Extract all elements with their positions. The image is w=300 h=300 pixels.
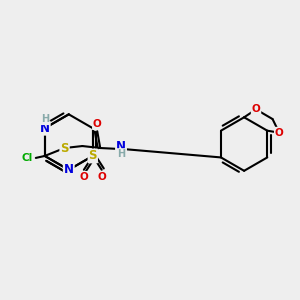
Text: O: O <box>275 128 284 138</box>
Text: Cl: Cl <box>21 153 32 163</box>
Text: H: H <box>41 114 49 124</box>
Text: H: H <box>117 149 125 159</box>
Text: S: S <box>88 149 97 162</box>
Text: N: N <box>116 140 126 152</box>
Text: O: O <box>93 119 102 129</box>
Text: O: O <box>97 172 106 182</box>
Text: N: N <box>40 122 50 135</box>
Text: S: S <box>60 142 69 154</box>
Text: N: N <box>64 163 74 176</box>
Text: O: O <box>252 104 260 114</box>
Text: O: O <box>80 172 88 182</box>
